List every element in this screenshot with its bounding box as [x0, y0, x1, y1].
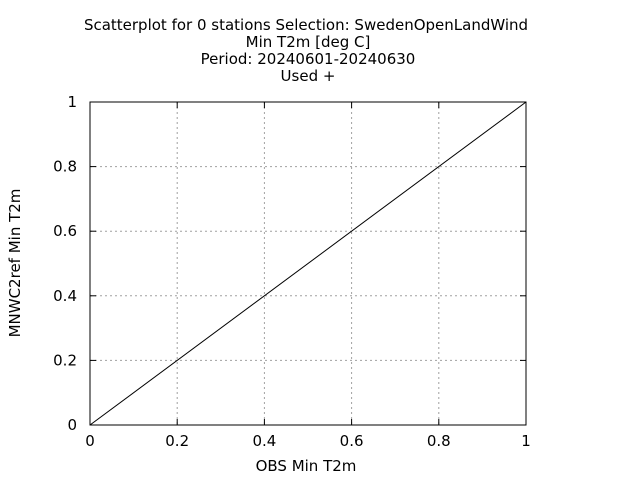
y-tick-label: 0.6	[53, 222, 77, 240]
diagonal-reference-line	[89, 101, 527, 426]
x-tick-label: 0.8	[427, 432, 451, 450]
y-axis-label: MNWC2ref Min T2m	[6, 189, 24, 338]
y-tick-label: 0.8	[53, 158, 77, 176]
y-tick-label: 0.2	[53, 351, 77, 369]
title-line-4: Used +	[281, 67, 336, 85]
x-tick-label: 0.4	[252, 432, 276, 450]
x-axis-label: OBS Min T2m	[256, 457, 357, 475]
title-line-2: Min T2m [deg C]	[246, 33, 371, 51]
y-axis-ticks: 0 0.2 0.4 0.6 0.8 1	[53, 93, 526, 434]
plot-frame	[89, 101, 527, 426]
x-tick-label: 1	[521, 432, 531, 450]
data-series	[89, 101, 527, 426]
x-tick-label: 0.6	[340, 432, 364, 450]
y-tick-label: 0.4	[53, 287, 77, 305]
y-tick-label: 1	[67, 93, 77, 111]
chart-title: Scatterplot for 0 stations Selection: Sw…	[84, 16, 528, 85]
x-tick-label: 0.2	[165, 432, 189, 450]
x-tick-label: 0	[85, 432, 95, 450]
title-line-3: Period: 20240601-20240630	[201, 50, 416, 68]
x-axis-ticks: 0 0.2 0.4 0.6 0.8 1	[85, 102, 531, 450]
title-line-1: Scatterplot for 0 stations Selection: Sw…	[84, 16, 528, 34]
y-tick-label: 0	[67, 416, 77, 434]
grid-lines	[90, 102, 526, 425]
